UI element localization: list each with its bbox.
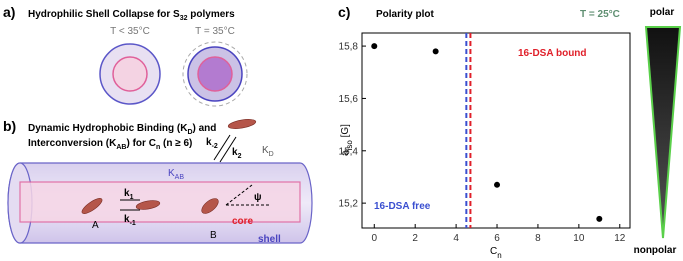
rate-sub: D [269,151,274,158]
y-label-main: a [340,150,351,156]
scale-top: polar [650,7,675,18]
x-tick-label: 2 [412,233,418,244]
x-label-main: C [490,246,497,257]
x-tick-label: 12 [614,233,626,244]
core [112,56,148,92]
y-tick-label: 15,2 [339,199,359,210]
rate-label: k2 [232,147,242,160]
x-tick-label: 0 [371,233,377,244]
annotation: 16-DSA free [374,201,431,212]
plot-frame [361,32,631,229]
title-sub: 32 [180,15,188,22]
annotation: 16-DSA bound [518,48,587,59]
title-sub: D [187,129,192,136]
x-tick-label: 4 [453,233,459,244]
condition-label: T = 35°C [195,26,235,37]
rate-main: k [232,147,238,158]
state-label: B [210,230,217,241]
title-part: polymers [188,9,236,20]
x-axis-label: Cn [490,246,502,260]
shell-label: shell [258,234,281,245]
y-axis-label: aiso [G] [340,124,354,156]
point [494,181,501,188]
panel-title: Interconversion (KAB) for Cn (n ≥ 6) [28,138,192,151]
title-part: Dynamic Hydrophobic Binding (K [28,123,188,134]
title-part: (n ≥ 6) [160,138,192,149]
rate-main: k [124,214,130,225]
molecule [81,198,103,214]
panel-label: c) [338,4,350,20]
molecule [227,119,257,129]
point [371,43,378,50]
rate-label: KD [262,145,274,158]
rate-sub: -1 [130,220,136,227]
angle-label: ψ [254,192,262,203]
rate-main: K [262,145,269,156]
rate-label: KAB [168,168,184,181]
scale-bottom: nonpolar [634,245,677,256]
state-label: A [92,220,99,231]
y-tick-label: 15,6 [339,94,359,105]
point [596,215,603,222]
panel-title: Hydrophilic Shell Collapse for S32 polym… [28,9,235,22]
panel-label: a) [3,4,15,20]
title-part: Interconversion (K [28,138,117,149]
x-tick-label: 10 [573,233,585,244]
rate-main: k [206,137,212,148]
y-tick-label: 15,8 [339,42,359,53]
rate-main: k [124,188,130,199]
title-part: Hydrophilic Shell Collapse for S [28,9,180,20]
panel-title: Dynamic Hydrophobic Binding (KD) and [28,123,216,136]
title-part: ) and [193,123,217,134]
chart-title: Polarity plot [376,9,434,20]
title-sub: n [156,144,160,151]
temperature: T = 25°C [580,9,620,20]
condition-label: T < 35°C [110,26,150,37]
cylinder-core [19,181,301,223]
molecules [81,119,257,214]
chart: c) Polarity plot T = 25°C 0 2 4 6 8 10 12 15,2 15,4… [338,4,682,260]
axis-line [225,184,253,206]
former-shell [182,41,248,107]
core [197,56,233,92]
rate-label: k-2 [206,137,218,150]
polarity-scale [644,26,682,239]
arrow [219,136,237,163]
rate-main: K [168,168,175,179]
arrow [213,134,231,161]
point [432,48,439,55]
rate-sub: 2 [238,153,242,160]
y-tick-label: 15,4 [339,146,359,157]
rate-sub: -2 [212,143,218,150]
molecule [135,200,161,210]
title-part: ) for C [126,138,155,149]
rate-sub: 1 [130,194,134,201]
rate-label: k-1 [124,214,136,227]
title-sub: AB [116,144,126,151]
x-tick-label: 6 [494,233,500,244]
core-label: core [232,216,254,227]
rate-label: k1 [124,188,134,201]
x-label-sub: n [497,251,501,260]
y-label-sub: iso [345,140,354,151]
x-tick-label: 8 [535,233,541,244]
molecule [201,198,219,214]
rate-sub: AB [175,174,185,181]
panel-label: b) [3,118,16,134]
y-label-unit: [G] [340,124,351,140]
